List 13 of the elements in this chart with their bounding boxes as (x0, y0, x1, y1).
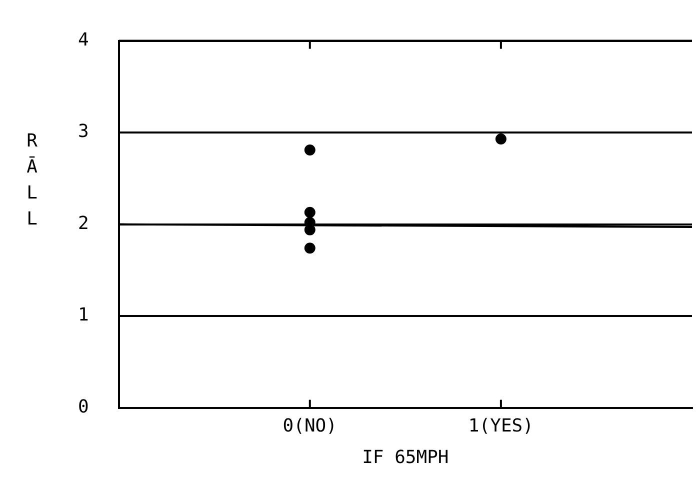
x-tick-label: 1(YES) (468, 415, 534, 436)
y-tick-label: 2 (78, 212, 89, 234)
y-tick-label: 3 (78, 121, 89, 142)
point (304, 242, 316, 254)
x-axis-title: IF 65MPH (362, 446, 449, 468)
point (304, 144, 316, 156)
point (304, 206, 316, 218)
x-tick-label: 0(NO) (282, 415, 337, 436)
y-tick-label: 4 (78, 29, 89, 50)
y-tick-label: 1 (78, 304, 89, 326)
point (495, 133, 506, 144)
y-tick-label: 0 (78, 396, 89, 418)
y-axis-title: RĀLL (26, 130, 38, 230)
